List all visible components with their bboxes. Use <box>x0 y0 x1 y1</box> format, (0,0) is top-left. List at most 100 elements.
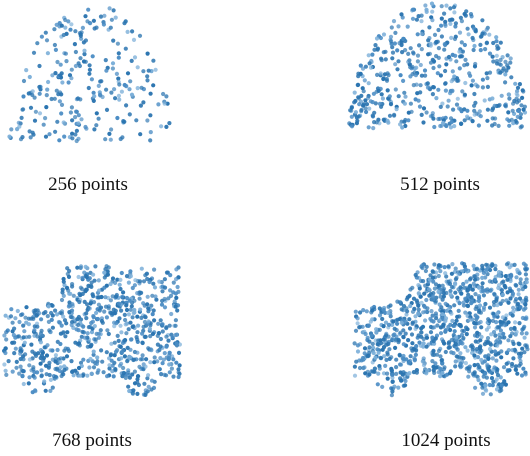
point <box>74 370 80 375</box>
point <box>85 19 90 24</box>
point <box>416 14 421 19</box>
point <box>372 47 377 52</box>
point <box>22 329 27 334</box>
point <box>489 332 494 337</box>
point <box>446 54 452 60</box>
point <box>472 108 477 113</box>
point <box>390 45 395 50</box>
point <box>430 352 435 357</box>
point <box>38 340 44 345</box>
point <box>96 302 101 307</box>
point <box>470 287 475 292</box>
point <box>45 314 50 319</box>
point <box>118 344 123 349</box>
point <box>158 318 163 323</box>
point <box>478 338 483 343</box>
point <box>458 340 463 345</box>
point <box>69 76 74 81</box>
point <box>494 297 499 302</box>
point <box>148 130 153 135</box>
point <box>443 19 448 24</box>
point <box>396 94 401 99</box>
point <box>88 283 94 288</box>
point <box>458 351 463 356</box>
point <box>31 367 36 372</box>
point <box>62 283 67 288</box>
point <box>483 47 488 52</box>
point <box>169 366 174 371</box>
point <box>64 59 69 64</box>
point <box>101 370 106 375</box>
point <box>352 341 357 346</box>
point <box>113 96 118 101</box>
point <box>455 314 460 319</box>
point <box>152 355 157 360</box>
point <box>458 285 463 290</box>
point <box>70 369 75 374</box>
point <box>44 38 50 43</box>
point <box>18 312 24 318</box>
point <box>136 323 141 328</box>
point <box>135 380 140 385</box>
point <box>400 125 405 130</box>
point <box>162 285 168 290</box>
point <box>453 21 458 26</box>
point <box>507 265 512 270</box>
point <box>365 354 370 359</box>
point <box>55 59 60 65</box>
point <box>125 29 130 34</box>
point <box>493 267 498 272</box>
point <box>411 296 417 301</box>
point <box>432 32 438 38</box>
point <box>427 25 432 30</box>
point <box>392 384 397 389</box>
point <box>431 279 436 284</box>
point <box>126 312 131 317</box>
point <box>499 288 504 293</box>
point <box>450 69 455 74</box>
point <box>358 63 363 68</box>
point <box>443 23 448 28</box>
point <box>139 85 144 90</box>
point <box>481 293 486 298</box>
point <box>449 35 454 41</box>
point <box>117 82 122 87</box>
point <box>454 59 459 64</box>
point <box>18 356 23 362</box>
point <box>398 362 404 367</box>
point <box>494 61 500 66</box>
point <box>53 374 59 379</box>
point <box>146 306 151 311</box>
point <box>146 68 151 73</box>
point <box>81 59 87 64</box>
point <box>21 335 26 340</box>
point <box>463 57 468 63</box>
point <box>21 107 26 112</box>
point <box>417 286 422 291</box>
point <box>515 114 520 119</box>
point <box>361 102 366 107</box>
point <box>485 84 490 89</box>
point <box>416 311 421 317</box>
point <box>472 320 477 326</box>
point <box>109 127 114 132</box>
point <box>166 338 171 343</box>
point <box>485 118 490 123</box>
point <box>50 325 56 330</box>
point <box>416 303 421 308</box>
point <box>387 94 392 99</box>
point <box>436 46 441 51</box>
point <box>441 120 446 126</box>
point <box>429 1 435 6</box>
point <box>499 93 504 98</box>
point <box>472 284 477 289</box>
point <box>50 303 55 308</box>
point <box>58 365 63 370</box>
point <box>61 32 66 38</box>
panel: 768 points <box>2 264 182 451</box>
point <box>472 333 478 338</box>
point <box>146 373 151 378</box>
point <box>41 122 46 127</box>
point <box>86 85 91 91</box>
point <box>452 36 458 42</box>
